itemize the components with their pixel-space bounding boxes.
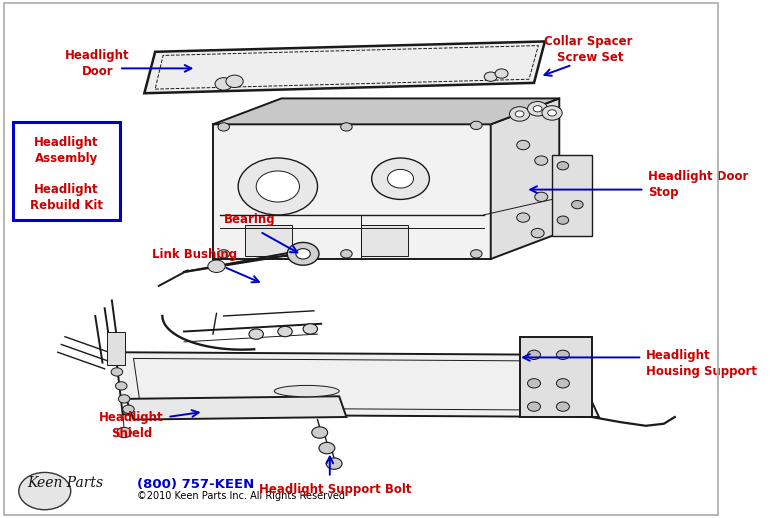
Circle shape [484, 72, 497, 81]
Circle shape [542, 106, 562, 120]
Circle shape [527, 350, 541, 359]
Circle shape [340, 250, 352, 258]
Polygon shape [144, 41, 545, 93]
Circle shape [387, 169, 413, 188]
Circle shape [326, 458, 342, 469]
Circle shape [296, 249, 310, 259]
Circle shape [557, 162, 569, 170]
Text: Collar Spacer 
Screw Set: Collar Spacer Screw Set [544, 35, 637, 64]
Bar [552, 155, 592, 236]
Bar [213, 124, 490, 259]
Circle shape [517, 140, 530, 150]
Circle shape [571, 200, 583, 209]
Circle shape [372, 158, 430, 199]
Text: (800) 757-KEEN: (800) 757-KEEN [137, 478, 254, 491]
Text: Headlight Door
Stop: Headlight Door Stop [648, 170, 748, 199]
Bar [246, 225, 293, 256]
Circle shape [470, 250, 482, 258]
Circle shape [117, 427, 132, 438]
Circle shape [495, 69, 508, 78]
Text: ©2010 Keen Parts Inc. All Rights Reserved: ©2010 Keen Parts Inc. All Rights Reserve… [137, 491, 345, 501]
Polygon shape [126, 396, 346, 420]
Text: Link Bushing: Link Bushing [152, 248, 236, 262]
Circle shape [208, 260, 225, 272]
Circle shape [312, 427, 327, 438]
Polygon shape [116, 352, 599, 417]
Circle shape [534, 156, 547, 165]
Circle shape [515, 111, 524, 117]
Polygon shape [213, 98, 559, 124]
Circle shape [557, 216, 569, 224]
Circle shape [319, 442, 335, 454]
Circle shape [215, 78, 233, 90]
Circle shape [278, 326, 293, 337]
Text: Headlight
Door: Headlight Door [65, 49, 129, 78]
Circle shape [527, 379, 541, 388]
Circle shape [119, 395, 130, 403]
Circle shape [218, 250, 229, 258]
Circle shape [238, 158, 317, 215]
Circle shape [547, 110, 557, 116]
Text: Headlight
Assembly: Headlight Assembly [34, 136, 99, 165]
Text: Headlight
Housing Support: Headlight Housing Support [646, 349, 757, 378]
Circle shape [116, 382, 127, 390]
Circle shape [557, 379, 569, 388]
Text: Bearing: Bearing [224, 212, 276, 226]
Circle shape [226, 75, 243, 88]
Bar [361, 225, 408, 256]
Circle shape [111, 368, 122, 376]
Circle shape [18, 472, 71, 510]
Circle shape [218, 123, 229, 131]
Bar [520, 337, 592, 417]
Circle shape [303, 324, 317, 334]
Circle shape [534, 106, 542, 112]
Circle shape [256, 171, 300, 202]
Polygon shape [490, 98, 559, 259]
Circle shape [510, 107, 530, 121]
Circle shape [340, 123, 352, 131]
Bar [107, 332, 125, 365]
Circle shape [470, 121, 482, 130]
Circle shape [557, 350, 569, 359]
Circle shape [527, 402, 541, 411]
Circle shape [534, 192, 547, 202]
Text: Headlight Support Bolt: Headlight Support Bolt [259, 483, 412, 496]
Circle shape [531, 228, 544, 238]
Bar [13, 122, 120, 220]
Text: Headlight
Shield: Headlight Shield [99, 411, 164, 440]
Ellipse shape [274, 385, 339, 397]
Text: Headlight
Rebuild Kit: Headlight Rebuild Kit [30, 183, 103, 212]
Circle shape [122, 405, 134, 413]
Text: Keen Parts: Keen Parts [28, 476, 103, 490]
Circle shape [249, 329, 263, 339]
Circle shape [557, 402, 569, 411]
Circle shape [517, 213, 530, 222]
Circle shape [527, 102, 547, 116]
Circle shape [287, 242, 319, 265]
